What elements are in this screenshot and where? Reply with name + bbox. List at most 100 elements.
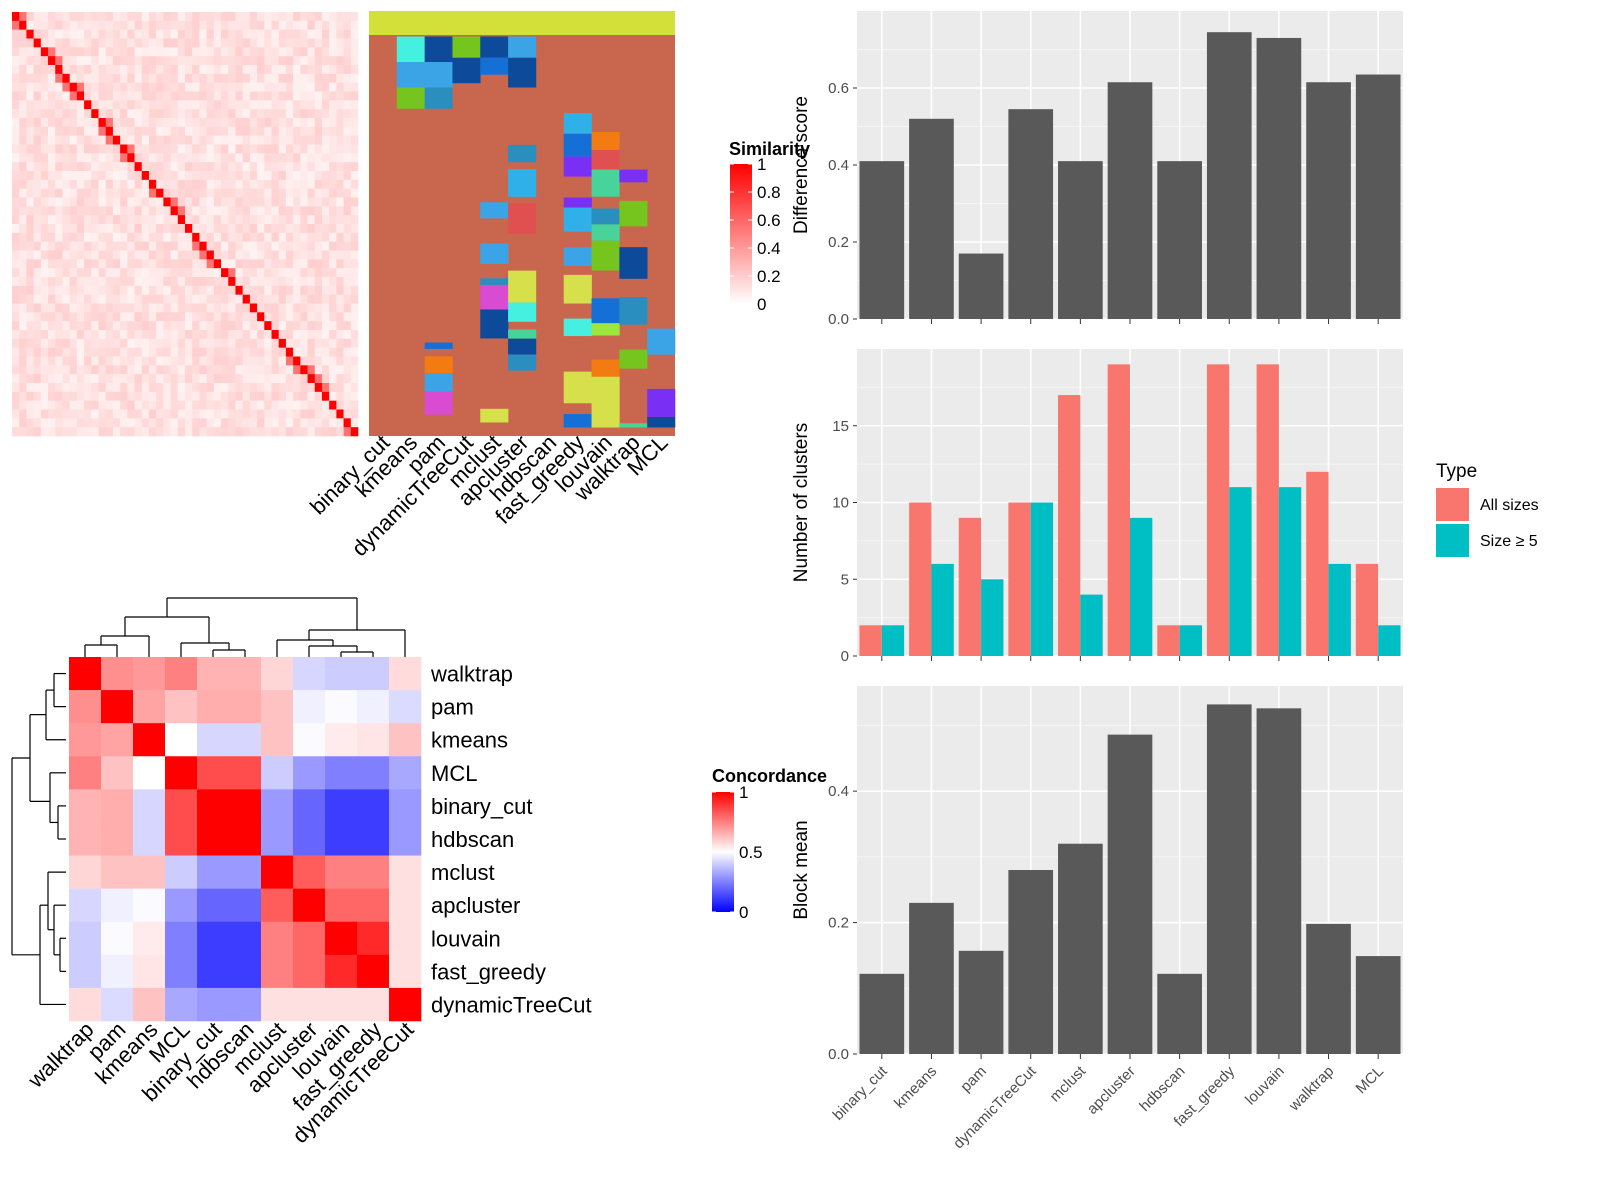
similarity-cell xyxy=(105,241,114,251)
bar xyxy=(1306,923,1351,1054)
similarity-cell xyxy=(249,400,258,410)
similarity-cell xyxy=(336,12,344,22)
similarity-cell xyxy=(69,162,78,172)
similarity-cell xyxy=(199,109,207,119)
similarity-cell xyxy=(91,118,99,128)
similarity-cell xyxy=(55,56,63,66)
similarity-cell xyxy=(163,82,171,92)
similarity-cell xyxy=(321,427,330,437)
similarity-cell xyxy=(206,215,215,225)
similarity-cell xyxy=(127,215,135,225)
similarity-cell xyxy=(141,224,150,234)
similarity-cell xyxy=(257,409,265,419)
similarity-cell xyxy=(199,356,207,366)
similarity-cell xyxy=(307,277,316,287)
similarity-cell xyxy=(69,294,78,304)
similarity-cell xyxy=(235,56,243,66)
similarity-cell xyxy=(343,29,352,39)
similarity-cell xyxy=(206,365,215,375)
concordance-cell xyxy=(325,756,358,790)
concordance-cell xyxy=(197,690,230,724)
similarity-cell xyxy=(163,418,171,428)
concordance-cell xyxy=(197,987,230,1022)
similarity-cell xyxy=(314,418,323,428)
similarity-cell xyxy=(76,383,85,393)
similarity-cell xyxy=(84,171,92,181)
similarity-cell xyxy=(98,38,107,48)
similarity-cell xyxy=(156,118,164,128)
similarity-cell xyxy=(228,427,236,437)
similarity-cell xyxy=(307,38,316,48)
similarity-cell xyxy=(55,232,63,242)
similarity-cell xyxy=(12,206,20,216)
similarity-cell xyxy=(48,356,56,366)
similarity-cell xyxy=(206,197,215,207)
similarity-cell xyxy=(307,321,316,331)
similarity-cell xyxy=(134,73,143,83)
similarity-cell xyxy=(329,162,337,172)
similarity-cell xyxy=(285,47,294,57)
similarity-cell xyxy=(300,285,308,295)
similarity-cell xyxy=(285,285,294,295)
similarity-cell xyxy=(307,197,316,207)
similarity-cell xyxy=(192,109,200,119)
similarity-cell xyxy=(235,427,243,437)
similarity-cell xyxy=(242,391,251,401)
similarity-cell xyxy=(350,197,359,207)
similarity-cell xyxy=(271,321,280,331)
concordance-cell xyxy=(389,756,422,790)
similarity-cell xyxy=(48,73,56,83)
similarity-cell xyxy=(213,118,222,128)
similarity-cell xyxy=(192,118,200,128)
similarity-cell xyxy=(84,47,92,57)
similarity-cell xyxy=(329,277,337,287)
similarity-cell xyxy=(55,73,63,83)
similarity-cell xyxy=(33,400,42,410)
similarity-cell xyxy=(329,47,337,57)
similarity-cell xyxy=(19,356,27,366)
similarity-cell xyxy=(285,347,294,357)
similarity-cell xyxy=(40,303,49,313)
similarity-cell xyxy=(62,268,70,278)
similarity-cell xyxy=(235,356,243,366)
similarity-cell xyxy=(343,259,352,269)
similarity-cell xyxy=(48,241,56,251)
similarity-cell xyxy=(91,224,99,234)
similarity-cell xyxy=(112,312,121,322)
assignment-segment xyxy=(480,284,509,310)
similarity-cell xyxy=(127,100,135,110)
assignment-top-bar xyxy=(369,11,675,35)
similarity-cell xyxy=(62,171,70,181)
similarity-cell xyxy=(134,418,143,428)
similarity-cell xyxy=(235,321,243,331)
concordance-cell xyxy=(357,921,390,956)
similarity-cell xyxy=(249,277,258,287)
similarity-cell xyxy=(293,391,301,401)
similarity-cell xyxy=(307,47,316,57)
similarity-cell xyxy=(62,241,70,251)
similarity-cell xyxy=(12,259,20,269)
similarity-cell xyxy=(98,162,107,172)
similarity-cell xyxy=(242,47,251,57)
concordance-column-label: walktrap xyxy=(22,1017,98,1093)
bar xyxy=(1058,161,1103,319)
similarity-cell xyxy=(141,409,150,419)
similarity-cell xyxy=(170,206,179,216)
similarity-cell xyxy=(264,418,272,428)
similarity-cell xyxy=(321,29,330,39)
similarity-cell xyxy=(148,312,157,322)
similarity-cell xyxy=(120,268,128,278)
similarity-cell xyxy=(141,312,150,322)
similarity-cell xyxy=(336,82,344,92)
similarity-cell xyxy=(177,268,186,278)
similarity-cell xyxy=(278,365,287,375)
assignment-segment xyxy=(647,328,676,355)
similarity-cell xyxy=(177,312,186,322)
similarity-cell xyxy=(300,294,308,304)
similarity-cell xyxy=(134,29,143,39)
similarity-cell xyxy=(98,330,107,340)
similarity-cell xyxy=(285,321,294,331)
similarity-cell xyxy=(343,347,352,357)
similarity-cell xyxy=(235,215,243,225)
similarity-cell xyxy=(26,12,34,22)
